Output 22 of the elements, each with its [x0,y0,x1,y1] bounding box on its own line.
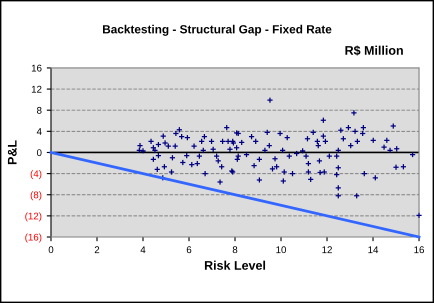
y-tick-label: 12 [32,86,42,93]
x-axis-title: Risk Level [204,260,266,270]
y-tick-label: (12) [25,212,42,222]
text: R$ Million [345,45,403,56]
x-tick-label: 14 [368,246,378,254]
x-tick-label: 12 [322,246,332,254]
x-tick-label: 8 [232,246,238,254]
x-tick-label: 10 [276,246,286,254]
y-tick-label: 0 [36,149,42,156]
y-tick-label: 16 [32,64,42,72]
y-tick-label: 4 [36,128,42,135]
x-tick-label: 4 [140,246,146,254]
x-tick-label: 16 [414,246,424,254]
y-axis-title: P&L [8,140,17,164]
x-tick-label: 2 [94,246,100,254]
chart-title: Backtesting - Structural Gap - Fixed Rate [102,24,332,36]
y-tick-label: 8 [36,106,42,114]
y-tick-label: (4) [30,170,42,180]
y-tick-label: (16) [25,233,42,243]
x-tick-label: 0 [48,246,54,254]
y-tick-label: (8) [30,191,42,200]
x-tick-label: 6 [186,246,192,254]
